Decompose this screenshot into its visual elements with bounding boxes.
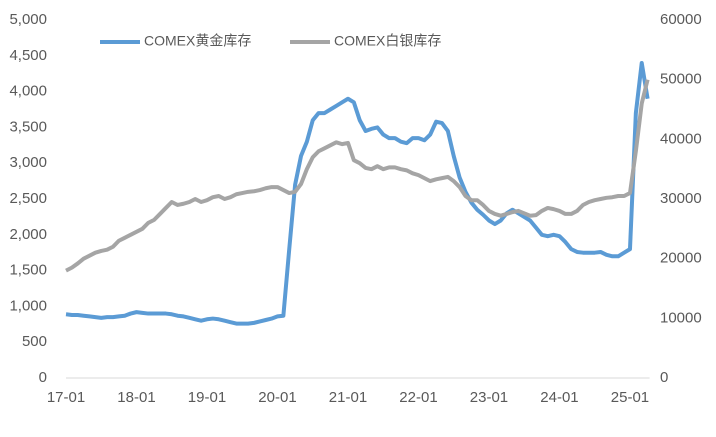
y-tick-label: 3,000	[9, 154, 47, 171]
legend-label: COMEX白银库存	[334, 33, 441, 49]
y2-tick-label: 10000	[660, 309, 702, 326]
x-tick-label: 25-01	[611, 389, 649, 406]
x-tick-label: 23-01	[470, 389, 508, 406]
series-line	[65, 60, 650, 326]
y-tick-label: 1,000	[9, 297, 47, 314]
series-line	[65, 79, 650, 273]
y-tick-label: 3,500	[9, 118, 47, 135]
y2-tick-label: 30000	[660, 190, 702, 207]
x-tick-label: 20-01	[258, 389, 296, 406]
y-tick-label: 4,500	[9, 47, 47, 64]
y2-tick-label: 50000	[660, 71, 702, 88]
legend-label: COMEX黄金库存	[144, 33, 251, 49]
y2-tick-label: 60000	[660, 11, 702, 28]
y2-tick-label: 40000	[660, 130, 702, 147]
x-tick-label: 21-01	[329, 389, 367, 406]
y-tick-label: 1,500	[9, 262, 47, 279]
x-tick-label: 22-01	[399, 389, 437, 406]
y2-tick-label: 0	[660, 369, 668, 386]
y-tick-label: 500	[22, 333, 47, 350]
x-tick-label: 24-01	[540, 389, 578, 406]
x-tick-label: 19-01	[188, 389, 226, 406]
x-tick-label: 18-01	[117, 389, 155, 406]
y-tick-label: 2,500	[9, 190, 47, 207]
y2-tick-label: 20000	[660, 250, 702, 267]
y-tick-label: 2,000	[9, 226, 47, 243]
y-tick-label: 4,000	[9, 83, 47, 100]
y-tick-label: 0	[39, 369, 47, 386]
y-tick-label: 5,000	[9, 11, 47, 28]
x-tick-label: 17-01	[47, 389, 85, 406]
